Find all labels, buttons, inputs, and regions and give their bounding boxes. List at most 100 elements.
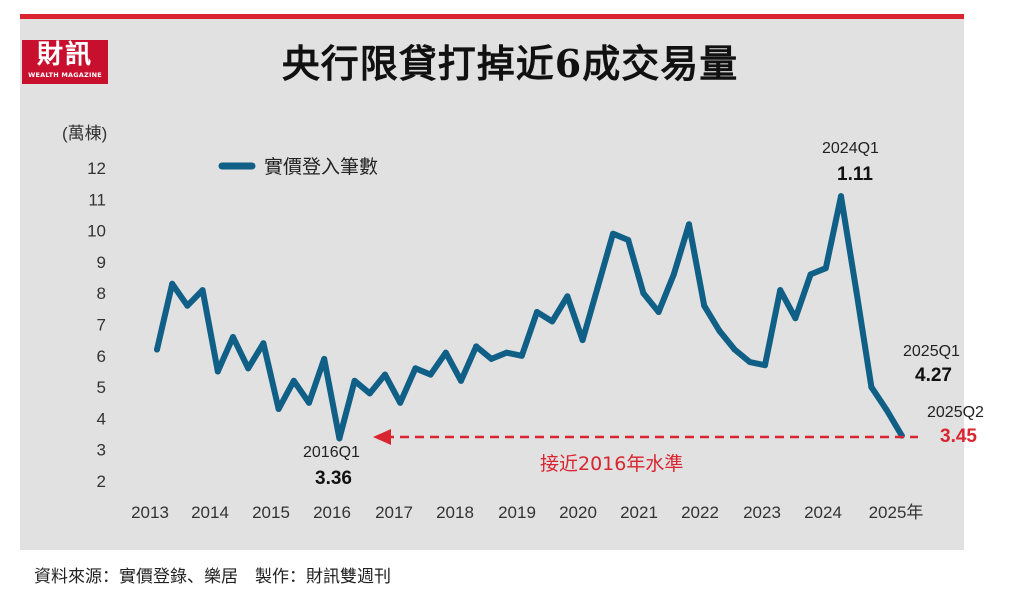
y-tick-label: 9	[97, 253, 106, 272]
data-point	[306, 399, 312, 406]
data-point	[488, 355, 495, 362]
annotation-q2-2025: 2025Q2 3.45	[927, 404, 984, 447]
comparison-arrow: 接近2016年水準	[373, 429, 918, 475]
arrow-text: 接近2016年水準	[540, 453, 683, 475]
data-point	[260, 340, 267, 347]
data-point	[275, 406, 282, 413]
annotation-value: 4.27	[915, 365, 952, 386]
arrow-head-icon	[373, 429, 391, 445]
source-credit: 資料來源：實價登錄、樂居 製作：財訊雙週刊	[34, 567, 391, 587]
annotation-value: 1.11	[837, 164, 873, 185]
unit-label: (萬棟)	[62, 124, 107, 143]
data-points	[154, 193, 905, 442]
data-point	[807, 271, 814, 278]
data-point	[686, 221, 692, 228]
logo-subtext: WEALTH MAGAZINE	[28, 71, 102, 79]
x-tick-label: 2013	[131, 503, 169, 522]
data-point	[549, 318, 556, 325]
logo-text: 財訊	[36, 40, 93, 70]
series-line	[154, 193, 905, 442]
x-axis: 2013 2014 2015 2016 2017 2018 2019 2020 2021 2022…	[131, 503, 923, 522]
data-point	[853, 287, 860, 294]
data-point	[473, 343, 480, 350]
x-tick-label: 2018	[436, 503, 474, 522]
data-point	[716, 327, 723, 334]
data-point	[655, 308, 662, 315]
x-tick-label: 2016	[313, 503, 351, 522]
data-point	[397, 399, 404, 406]
top-accent-bar	[20, 14, 964, 19]
y-tick-label: 10	[87, 222, 106, 241]
data-point	[382, 371, 388, 378]
data-point	[169, 280, 176, 287]
y-tick-label: 12	[87, 159, 106, 178]
x-tick-label: 2019	[498, 503, 536, 522]
data-point	[822, 265, 829, 272]
data-point	[321, 355, 328, 362]
data-point	[838, 193, 844, 200]
annotation-label: 2025Q2	[927, 404, 984, 421]
annotation-q1-2025: 2025Q1 4.27	[903, 343, 960, 386]
brand-logo: 財訊 WEALTH MAGAZINE	[22, 40, 108, 84]
y-tick-label: 2	[97, 472, 106, 491]
y-tick-label: 11	[88, 190, 106, 209]
data-point	[199, 287, 206, 294]
data-point	[792, 315, 799, 322]
data-point	[868, 384, 875, 391]
data-point	[777, 287, 784, 294]
x-tick-label: 2020	[559, 503, 597, 522]
annotation-label: 2016Q1	[303, 444, 360, 461]
y-axis: 2 3 4 5 6 7 8 9 10 11 12	[87, 159, 106, 491]
x-tick-label: 2021	[620, 503, 658, 522]
data-point	[731, 346, 738, 353]
data-point	[518, 352, 525, 359]
data-point	[670, 271, 677, 278]
data-point	[610, 230, 616, 237]
data-point	[534, 308, 540, 315]
x-tick-label: 2014	[191, 503, 229, 522]
annotation-value: 3.45	[940, 426, 977, 447]
x-tick-label: 2015	[252, 503, 290, 522]
x-tick-label: 2024	[804, 503, 842, 522]
chart-title: 央行限貸打掉近6成交易量	[281, 41, 739, 86]
x-tick-label: 2022	[681, 503, 719, 522]
data-point	[625, 236, 632, 243]
y-tick-label: 6	[97, 347, 106, 366]
data-point	[640, 290, 647, 297]
data-point	[290, 377, 297, 384]
annotation-low2016: 2016Q1 3.36	[303, 444, 360, 489]
data-point	[746, 359, 753, 366]
annotation-label: 2025Q1	[903, 343, 960, 360]
x-tick-label: 2023	[743, 503, 781, 522]
data-point	[762, 362, 768, 369]
legend-label: 實價登入筆數	[264, 156, 378, 178]
annotation-label: 2024Q1	[822, 140, 879, 157]
data-point	[336, 435, 343, 442]
data-point	[214, 368, 221, 375]
y-tick-label: 4	[97, 409, 106, 428]
data-point	[883, 406, 890, 413]
data-point	[579, 337, 586, 344]
data-point	[230, 334, 236, 341]
data-point	[184, 302, 191, 309]
y-tick-label: 8	[97, 284, 106, 303]
data-point	[412, 365, 419, 372]
data-point	[594, 283, 601, 290]
data-point	[458, 377, 464, 384]
data-point	[427, 371, 434, 378]
data-point	[351, 377, 358, 384]
legend: 實價登入筆數	[218, 156, 378, 178]
data-point	[701, 302, 708, 309]
x-tick-label: 2017	[375, 503, 413, 522]
x-tick-label: 2025年	[869, 503, 924, 522]
data-point	[442, 349, 449, 356]
y-tick-label: 3	[97, 441, 106, 460]
data-point	[503, 349, 510, 356]
data-point	[245, 365, 252, 372]
data-point	[154, 346, 160, 353]
data-point	[564, 293, 571, 300]
annotation-value: 3.36	[315, 468, 352, 489]
y-tick-label: 5	[97, 378, 106, 397]
y-tick-label: 7	[97, 316, 106, 335]
